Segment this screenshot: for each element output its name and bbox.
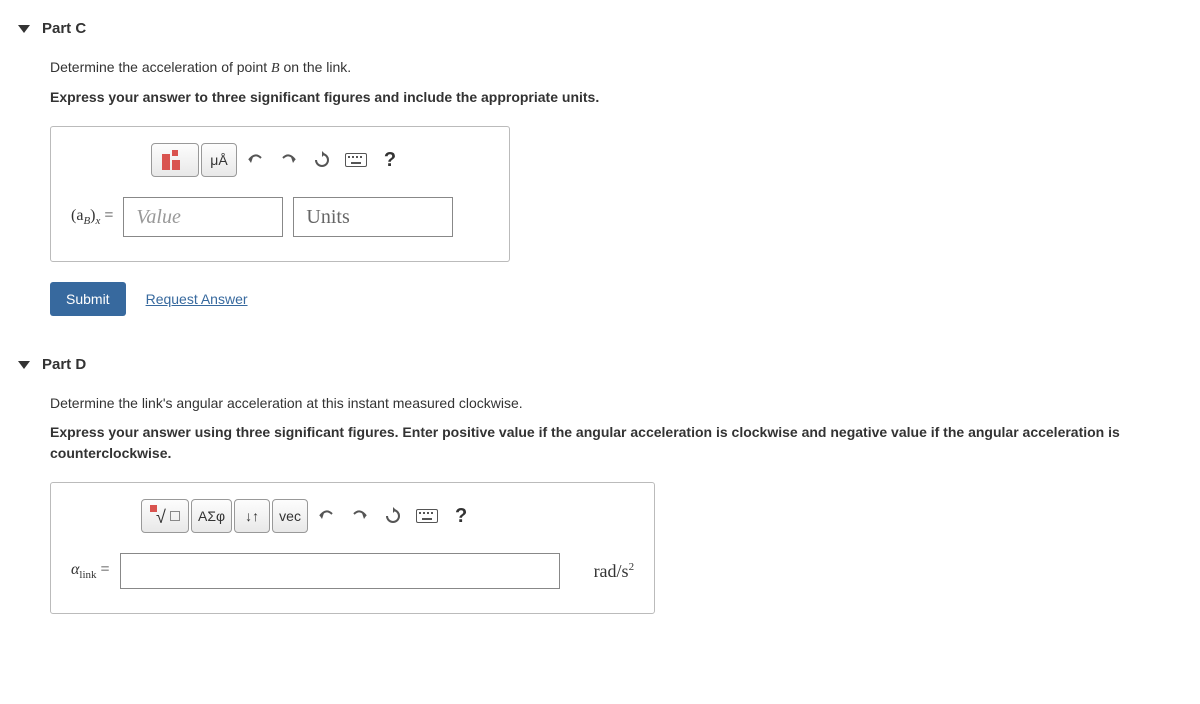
collapse-icon[interactable] (18, 361, 30, 369)
unit-label: rad/s2 (594, 561, 635, 582)
part-d-header: Part D (10, 346, 1180, 393)
part-d-answer-box: √ ΑΣφ ↓↑ vec ? αlink = (50, 482, 655, 614)
redo-button[interactable] (273, 143, 305, 177)
templates-button[interactable] (151, 143, 199, 177)
part-c-actions: Submit Request Answer (50, 282, 1180, 316)
part-d-input-row: αlink = rad/s2 (71, 553, 634, 589)
keyboard-button[interactable] (339, 143, 373, 177)
subscript-button[interactable]: ↓↑ (234, 499, 270, 533)
part-d-body: Determine the link's angular acceleratio… (10, 393, 1180, 634)
units-input[interactable]: Units (293, 197, 453, 237)
alpha-input[interactable] (120, 553, 560, 589)
prompt-text: Determine the acceleration of point (50, 59, 271, 75)
redo-button[interactable] (344, 499, 376, 533)
reset-button[interactable] (307, 143, 337, 177)
value-input[interactable]: Value (123, 197, 283, 237)
keyboard-button[interactable] (410, 499, 444, 533)
prompt-text-after: on the link. (280, 59, 352, 75)
part-d-section: Part D Determine the link's angular acce… (10, 346, 1180, 634)
reset-button[interactable] (378, 499, 408, 533)
part-c-var-label: (aB)x = (71, 207, 113, 227)
prompt-variable: B (271, 61, 280, 76)
part-d-toolbar: √ ΑΣφ ↓↑ vec ? (141, 499, 634, 533)
part-c-section: Part C Determine the acceleration of poi… (10, 10, 1180, 316)
part-c-input-row: (aB)x = Value Units (71, 197, 489, 237)
request-answer-link[interactable]: Request Answer (146, 291, 248, 307)
part-c-prompt: Determine the acceleration of point B on… (50, 57, 1180, 79)
vector-button[interactable]: vec (272, 499, 308, 533)
part-d-var-label: αlink = (71, 561, 110, 581)
help-button[interactable]: ? (446, 499, 476, 533)
undo-button[interactable] (310, 499, 342, 533)
templates-button[interactable]: √ (141, 499, 189, 533)
part-c-instruction: Express your answer to three significant… (50, 87, 1180, 108)
keyboard-icon (416, 509, 438, 523)
submit-button[interactable]: Submit (50, 282, 126, 316)
part-c-toolbar: μÅ ? (151, 143, 489, 177)
units-picker-button[interactable]: μÅ (201, 143, 237, 177)
part-c-header: Part C (10, 10, 1180, 57)
help-icon: ? (455, 505, 467, 528)
collapse-icon[interactable] (18, 25, 30, 33)
keyboard-icon (345, 153, 367, 167)
help-icon: ? (384, 149, 396, 172)
part-d-prompt: Determine the link's angular acceleratio… (50, 393, 1180, 414)
greek-button[interactable]: ΑΣφ (191, 499, 232, 533)
part-c-body: Determine the acceleration of point B on… (10, 57, 1180, 316)
part-d-title: Part D (42, 356, 86, 373)
part-c-title: Part C (42, 20, 86, 37)
help-button[interactable]: ? (375, 143, 405, 177)
undo-button[interactable] (239, 143, 271, 177)
part-d-instruction: Express your answer using three signific… (50, 422, 1180, 464)
part-c-answer-box: μÅ ? (aB)x = Value Units (50, 126, 510, 262)
